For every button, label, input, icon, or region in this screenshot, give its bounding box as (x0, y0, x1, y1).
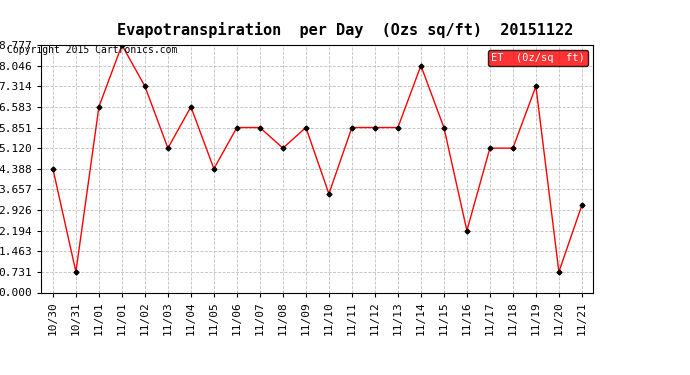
Legend: ET  (0z/sq  ft): ET (0z/sq ft) (489, 50, 588, 66)
Text: Copyright 2015 Cartronics.com: Copyright 2015 Cartronics.com (7, 45, 177, 55)
Text: Evapotranspiration  per Day  (Ozs sq/ft)  20151122: Evapotranspiration per Day (Ozs sq/ft) 2… (117, 22, 573, 39)
